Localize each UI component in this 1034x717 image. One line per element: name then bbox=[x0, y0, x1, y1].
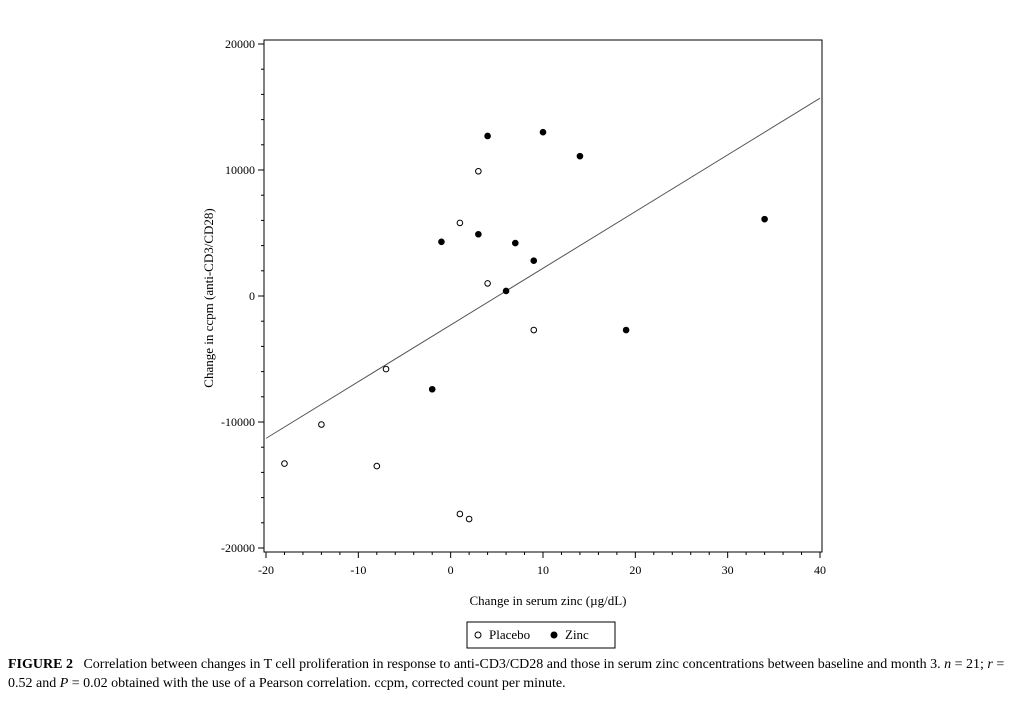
zinc-point-2 bbox=[475, 230, 482, 238]
plot-frame bbox=[263, 39, 823, 553]
x-tick-label-3: 10 bbox=[537, 563, 549, 577]
x-tick-label-0: -20 bbox=[258, 563, 274, 577]
placebo-point-0 bbox=[281, 460, 288, 467]
y-tick-label-4: 20000 bbox=[225, 37, 255, 51]
zinc-point-3 bbox=[484, 132, 491, 140]
regression-line bbox=[265, 97, 821, 439]
x-tick-label-1: -10 bbox=[350, 563, 366, 577]
placebo-point-2 bbox=[373, 462, 381, 470]
x-tick-label-4: 20 bbox=[629, 563, 641, 577]
legend-placebo-marker bbox=[474, 631, 482, 639]
placebo-point-6 bbox=[465, 515, 473, 523]
zinc-point-6 bbox=[530, 257, 538, 265]
placebo-point-8 bbox=[484, 280, 491, 287]
caption-n: n bbox=[944, 657, 952, 672]
y-tick-label-0: -20000 bbox=[221, 541, 255, 555]
legend: Placebo Zinc bbox=[466, 621, 616, 649]
axis-ticks: -20 -10 0 10 20 30 40 -20000 -10000 0 10000 20000 bbox=[221, 37, 826, 577]
caption-r: r bbox=[987, 657, 993, 672]
zinc-point-8 bbox=[576, 152, 584, 160]
x-axis-label: Change in serum zinc (µg/dL) bbox=[470, 593, 627, 608]
placebo-point-7 bbox=[475, 167, 482, 175]
caption-text-4: = 0.02 obtained with the use of a Pearso… bbox=[68, 676, 566, 691]
x-tick-label-2: 0 bbox=[448, 563, 454, 577]
zinc-point-5 bbox=[512, 239, 519, 247]
zinc-point-10 bbox=[761, 215, 768, 223]
placebo-point-5 bbox=[456, 510, 464, 518]
y-axis-label: Change in ccpm (anti-CD3/CD28) bbox=[201, 208, 216, 387]
legend-placebo-label: Placebo bbox=[489, 627, 530, 642]
y-tick-label-2: 0 bbox=[249, 289, 255, 303]
scatter-chart: -20 -10 0 10 20 30 40 -20000 -10000 0 10000 20000 C… bbox=[201, 37, 826, 649]
legend-box bbox=[466, 621, 616, 649]
legend-zinc-marker bbox=[550, 631, 558, 639]
placebo-point-9 bbox=[530, 326, 538, 334]
caption-p: P bbox=[59, 676, 69, 691]
zinc-point-1 bbox=[438, 238, 445, 246]
zinc-point-4 bbox=[502, 287, 510, 295]
zinc-point-9 bbox=[622, 326, 630, 334]
y-tick-label-3: 10000 bbox=[225, 163, 255, 177]
data-points bbox=[281, 128, 768, 523]
y-tick-label-1: -10000 bbox=[221, 415, 255, 429]
placebo-point-4 bbox=[456, 219, 464, 227]
caption-text-1: Correlation between changes in T cell pr… bbox=[83, 657, 941, 672]
placebo-point-1 bbox=[318, 421, 325, 428]
caption-text-2: = 21; bbox=[951, 657, 988, 672]
regression-line-group bbox=[265, 97, 821, 439]
x-tick-label-6: 40 bbox=[814, 563, 826, 577]
figure-caption: FIGURE 2 Correlation between changes in … bbox=[8, 655, 1028, 693]
zinc-point-7 bbox=[539, 128, 547, 136]
caption-text-3: = 0.52 and bbox=[8, 657, 1005, 691]
placebo-point-3 bbox=[382, 365, 390, 373]
legend-zinc-label: Zinc bbox=[565, 627, 589, 642]
x-tick-label-5: 30 bbox=[722, 563, 734, 577]
caption-label: FIGURE 2 bbox=[8, 657, 73, 672]
zinc-point-0 bbox=[428, 385, 436, 393]
